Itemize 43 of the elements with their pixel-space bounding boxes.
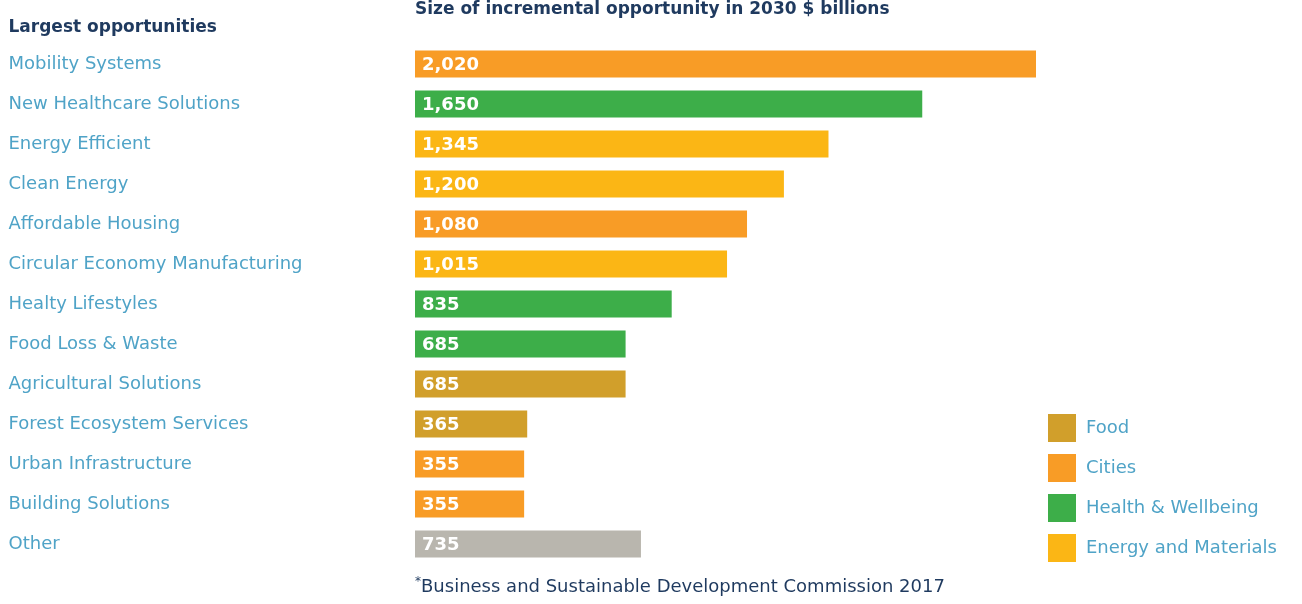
bar	[415, 210, 748, 238]
y-tick-label: Circular Economy Manufacturing	[8, 252, 303, 273]
data-label: 685	[422, 333, 460, 354]
data-label: 1,200	[422, 173, 479, 194]
data-label: 735	[422, 533, 460, 554]
data-label: 355	[422, 453, 460, 474]
y-axis-title: Largest opportunities	[8, 15, 217, 36]
bar	[415, 330, 626, 358]
y-tick-label: Energy Efficient	[8, 132, 151, 153]
y-tick-label: Urban Infrastructure	[8, 452, 192, 473]
bar	[415, 250, 728, 278]
bar	[415, 90, 923, 118]
legend-label: Cities	[1086, 456, 1137, 477]
data-label: 835	[422, 293, 460, 314]
bar	[415, 290, 672, 318]
text: $^{*}$Business and Sustainable Development Commission 2017	[415, 574, 945, 596]
legend-label: Energy and Materials	[1086, 536, 1277, 557]
y-tick-label: Clean Energy	[8, 172, 129, 193]
data-label: 1,080	[422, 213, 479, 234]
legend-label: Food	[1086, 416, 1130, 437]
bar	[415, 130, 829, 158]
bar	[415, 530, 641, 558]
data-label: 1,650	[422, 93, 479, 114]
y-tick-label: Agricultural Solutions	[8, 372, 202, 393]
data-label: 1,015	[422, 253, 479, 274]
data-label: 355	[422, 493, 460, 514]
y-tick-label: Forest Ecosystem Services	[8, 412, 249, 433]
data-label: 1,345	[422, 133, 479, 154]
y-tick-label: Healty Lifestyles	[8, 292, 158, 313]
y-tick-label: Affordable Housing	[8, 212, 181, 233]
y-tick-label: New Healthcare Solutions	[8, 92, 241, 113]
data-label: 2,020	[422, 53, 479, 74]
y-tick-label: Mobility Systems	[8, 52, 162, 73]
y-tick-label: Food Loss & Waste	[8, 332, 178, 353]
y-tick-label: Other	[8, 532, 61, 553]
bar	[415, 370, 626, 398]
legend-label: Health & Wellbeing	[1086, 496, 1259, 517]
bar	[415, 50, 1036, 78]
y-tick-label: Building Solutions	[8, 492, 170, 513]
data-label: 685	[422, 373, 460, 394]
chart-title: Size of incremental opportunity in 2030 $ billions	[415, 0, 890, 18]
bar	[415, 170, 784, 198]
data-label: 365	[422, 413, 460, 434]
